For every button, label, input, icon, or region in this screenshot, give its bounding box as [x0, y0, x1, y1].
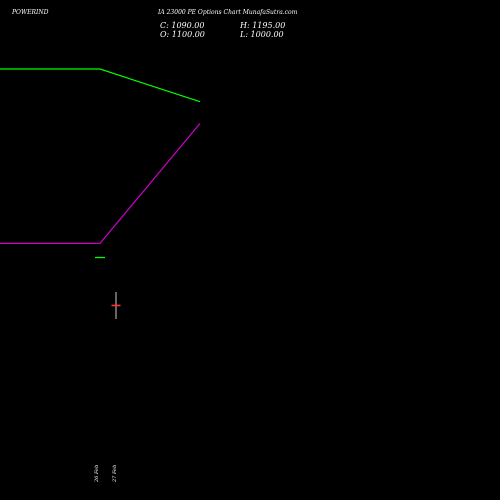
indicator-line-1 — [0, 123, 201, 244]
x-tick-label-1: 27 Feb — [112, 464, 118, 482]
chart-subtitle: IA 23000 PE Options Chart MunafaSutra.co… — [158, 9, 298, 16]
indicator-line-0 — [0, 68, 201, 103]
x-tick-label-0: 26 Feb — [94, 464, 100, 482]
close-value: C: 1090.00 — [160, 21, 205, 30]
low-value: L: 1000.00 — [240, 30, 284, 39]
chart-symbol: POWERIND — [12, 9, 49, 16]
candle-body-1 — [111, 304, 121, 307]
open-value: O: 1100.00 — [160, 30, 205, 39]
high-value: H: 1195.00 — [240, 21, 286, 30]
